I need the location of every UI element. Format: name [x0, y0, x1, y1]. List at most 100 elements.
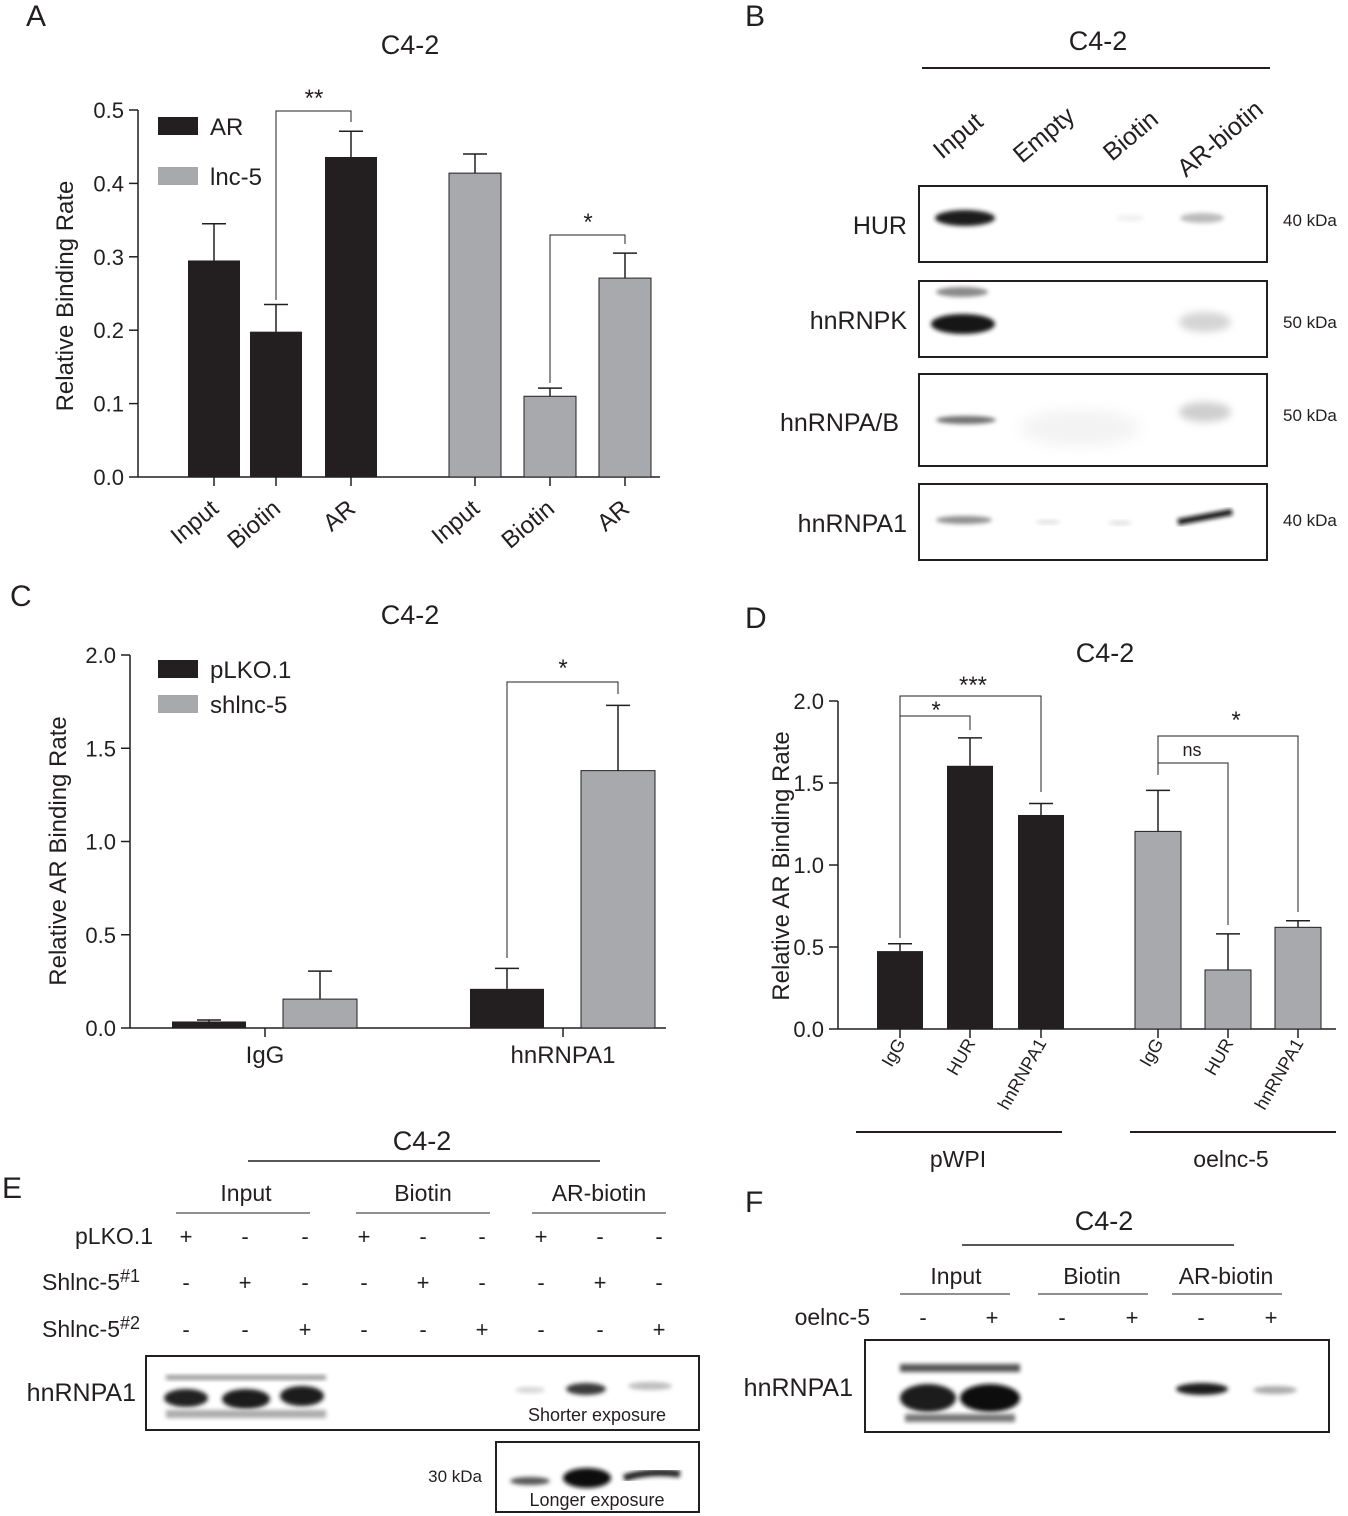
bar-d-0-0: [877, 951, 923, 1029]
panel-d-x-labels: IgG HUR hnRNPA1 IgG HUR hnRNPA1: [878, 1035, 1308, 1113]
band-e-lane8: [566, 1383, 606, 1395]
band-hnrnpab-background: [1020, 410, 1140, 446]
lane-biotin: Biotin: [1098, 105, 1164, 167]
sign-sh2-3: -: [360, 1317, 367, 1342]
blot-label-e: hnRNPA1: [27, 1379, 136, 1407]
row-label-f-oelnc5: oelnc-5: [795, 1304, 870, 1330]
bar-a-0-2: [325, 156, 377, 477]
blot-hnrnpk: hnRNPK 50 kDa: [810, 280, 1337, 358]
sig-d4: *: [1231, 707, 1240, 734]
panel-c-title: C4-2: [381, 600, 440, 630]
panel-f-letter: F: [745, 1186, 763, 1219]
band-hur-biotin: [1116, 215, 1144, 221]
sign-sh2-7: -: [596, 1317, 603, 1342]
band-hnrnpa1-biotin: [1108, 521, 1132, 525]
panel-d-significance: * *** ns *: [899, 672, 1299, 938]
row-label-sh2-sup: #2: [120, 1313, 140, 1333]
x-label: hnRNPA1: [1251, 1035, 1308, 1113]
x-label: Biotin: [497, 495, 560, 554]
sign-f-3: +: [1126, 1305, 1139, 1330]
kda-hnrnpa1: 40 kDa: [1283, 511, 1337, 530]
y-tick-label: 0.5: [793, 935, 824, 960]
blot-label-hur: HUR: [853, 212, 907, 240]
sign-plko-8: -: [655, 1224, 662, 1249]
blot-hnrnpab: hnRNPA/B 50 kDa: [780, 373, 1337, 467]
blot-frame-e-longer: [495, 1441, 700, 1513]
band-e-lane9: [628, 1382, 672, 1390]
panel-a-y-axis-title: Relative Binding Rate: [52, 181, 79, 412]
band-f-upper: [900, 1364, 1020, 1372]
panel-c: C C4-2 Relative AR Binding Rate 0.0 0.5 1.…: [10, 580, 666, 1069]
panel-d-y-axis-title: Relative AR Binding Rate: [768, 731, 795, 1000]
band-e-long-lane8: [563, 1468, 611, 1488]
lane-empty: Empty: [1008, 101, 1081, 168]
band-e-lower: [166, 1410, 326, 1418]
panel-a-letter: A: [26, 0, 46, 33]
sign-f-5: +: [1265, 1305, 1278, 1330]
group-label-pwpi: pWPI: [930, 1146, 986, 1172]
sign-sh1-6: -: [537, 1270, 544, 1295]
band-hnrnpab-ar-biotin: [1179, 402, 1231, 422]
panel-f-signs: - + - + - +: [919, 1305, 1277, 1330]
sig-a1: **: [305, 85, 324, 112]
band-hnrnpa1-empty: [1036, 520, 1060, 524]
y-tick-label: 0.0: [93, 465, 124, 490]
sign-sh1-3: -: [360, 1270, 367, 1295]
sig-c1: *: [558, 655, 567, 682]
sig-d2: ***: [959, 672, 987, 699]
kda-hnrnpab: 50 kDa: [1283, 406, 1337, 425]
kda-hnrnpk: 50 kDa: [1283, 313, 1337, 332]
x-label: IgG: [1136, 1035, 1168, 1070]
panel-d-groups: pWPI oelnc-5: [856, 1131, 1336, 1172]
y-tick-label: 0.5: [93, 98, 124, 123]
x-label: Input: [427, 495, 486, 550]
y-tick-label: 1.5: [793, 771, 824, 796]
legend-swatch-lnc5: [158, 167, 198, 185]
panel-d-letter: D: [745, 602, 767, 635]
sign-sh1-2: -: [301, 1270, 308, 1295]
legend-label-shlnc5: shlnc-5: [210, 692, 287, 719]
bar-c-1-1: [580, 770, 656, 1029]
panel-b-letter: B: [745, 0, 765, 33]
bar-c-1-0: [282, 998, 358, 1029]
sig-bracket-a2: [549, 234, 626, 383]
y-tick-label: 0.2: [93, 318, 124, 343]
panel-a-significance: ** *: [275, 85, 626, 383]
panel-d-bars: [838, 737, 1336, 1038]
panel-c-bars: [130, 704, 666, 1037]
x-label: IgG: [878, 1035, 910, 1070]
sign-f-1: +: [986, 1305, 999, 1330]
band-hur-input: [935, 210, 995, 226]
blot-label-hnrnpk: hnRNPK: [810, 307, 908, 335]
x-label: AR: [318, 495, 361, 537]
band-e-lane2: [222, 1389, 270, 1409]
legend-swatch-shlnc5: [158, 695, 198, 713]
panel-d: D C4-2 Relative AR Binding Rate 0.0 0.5 1.…: [745, 602, 1336, 1172]
group-f-input: Input: [930, 1263, 982, 1289]
y-tick-label: 0.5: [85, 923, 116, 948]
legend-label-lnc5: lnc-5: [210, 164, 262, 191]
panel-f-groups: Input Biotin AR-biotin: [900, 1263, 1282, 1295]
sign-sh1-4: +: [417, 1270, 430, 1295]
sign-plko-4: -: [419, 1224, 426, 1249]
panel-a-y-axis: 0.0 0.1 0.2 0.3 0.4 0.5: [93, 98, 139, 490]
label-shorter-exposure: Shorter exposure: [528, 1405, 666, 1425]
y-tick-label: 1.0: [85, 830, 116, 855]
bar-d-0-2: [1018, 814, 1064, 1029]
legend-swatch-plko: [158, 660, 198, 678]
panel-e-title: C4-2: [393, 1126, 452, 1156]
band-e-lane3: [280, 1386, 324, 1406]
lane-input: Input: [928, 107, 989, 164]
sign-sh2-1: -: [241, 1317, 248, 1342]
blot-f: hnRNPA1: [744, 1339, 1330, 1433]
sig-bracket-d1: [899, 715, 971, 938]
sig-bracket-c1: [506, 681, 619, 958]
panel-c-y-axis-title: Relative AR Binding Rate: [45, 716, 72, 985]
panel-c-legend: pLKO.1 shlnc-5: [158, 657, 291, 719]
band-f-lane5: [1176, 1383, 1228, 1395]
panel-c-letter: C: [10, 580, 32, 613]
label-longer-exposure: Longer exposure: [529, 1490, 664, 1510]
panel-a-legend: AR lnc-5: [158, 114, 262, 191]
